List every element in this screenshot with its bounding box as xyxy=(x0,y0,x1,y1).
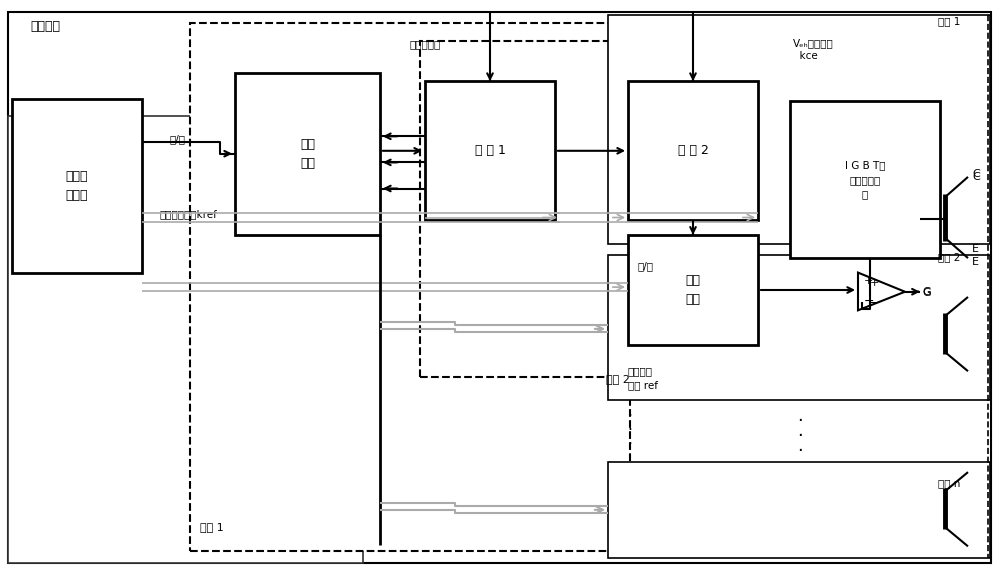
Text: ·
·
·: · · · xyxy=(797,412,803,460)
FancyBboxPatch shape xyxy=(628,235,758,345)
Text: 参考电
压信号: 参考电 压信号 xyxy=(66,169,88,202)
Text: 斜率调整位: 斜率调整位 xyxy=(410,39,441,49)
Text: 驱动 2: 驱动 2 xyxy=(938,252,960,262)
FancyBboxPatch shape xyxy=(425,81,555,220)
Text: 比 较 2: 比 较 2 xyxy=(678,144,708,157)
Text: 阁基控制: 阁基控制 xyxy=(30,20,60,33)
Text: E: E xyxy=(972,244,979,255)
FancyBboxPatch shape xyxy=(608,462,990,558)
FancyBboxPatch shape xyxy=(8,116,363,563)
Text: G: G xyxy=(922,287,931,297)
FancyBboxPatch shape xyxy=(628,81,758,220)
Text: +: + xyxy=(869,278,879,288)
Text: C: C xyxy=(972,169,980,179)
Text: +: + xyxy=(864,276,873,287)
Text: C: C xyxy=(972,172,980,183)
FancyBboxPatch shape xyxy=(12,99,142,273)
FancyBboxPatch shape xyxy=(790,102,940,258)
Text: 调整 2: 调整 2 xyxy=(606,374,630,384)
Text: 增/减: 增/减 xyxy=(170,134,186,144)
Text: 统一斜率信号kref: 统一斜率信号kref xyxy=(160,209,218,220)
FancyBboxPatch shape xyxy=(235,72,380,235)
FancyBboxPatch shape xyxy=(190,23,630,551)
Text: 驱动 1: 驱动 1 xyxy=(938,16,960,26)
Text: Vₑₕ斜率检测
  kce: Vₑₕ斜率检测 kce xyxy=(793,38,834,61)
Text: −: − xyxy=(864,295,874,308)
FancyBboxPatch shape xyxy=(420,41,800,377)
Text: E: E xyxy=(972,257,979,267)
Text: G: G xyxy=(922,288,931,298)
Text: 调整 1: 调整 1 xyxy=(200,523,224,532)
Text: 整体
调节: 整体 调节 xyxy=(300,137,315,170)
FancyBboxPatch shape xyxy=(608,14,990,244)
Text: 增/减: 增/减 xyxy=(637,261,653,271)
Text: 驱动 n: 驱动 n xyxy=(938,478,960,488)
Text: 调整后的
斜率 ref: 调整后的 斜率 ref xyxy=(628,367,658,390)
Text: ·
·
·: · · · xyxy=(628,409,632,451)
Text: 比 较 1: 比 较 1 xyxy=(475,144,505,157)
FancyBboxPatch shape xyxy=(8,12,991,563)
Text: I G B T集
射极电压反
馈: I G B T集 射极电压反 馈 xyxy=(845,160,885,200)
Text: −: − xyxy=(869,298,879,310)
FancyBboxPatch shape xyxy=(608,255,990,400)
Text: 独立
调节: 独立 调节 xyxy=(686,274,701,306)
